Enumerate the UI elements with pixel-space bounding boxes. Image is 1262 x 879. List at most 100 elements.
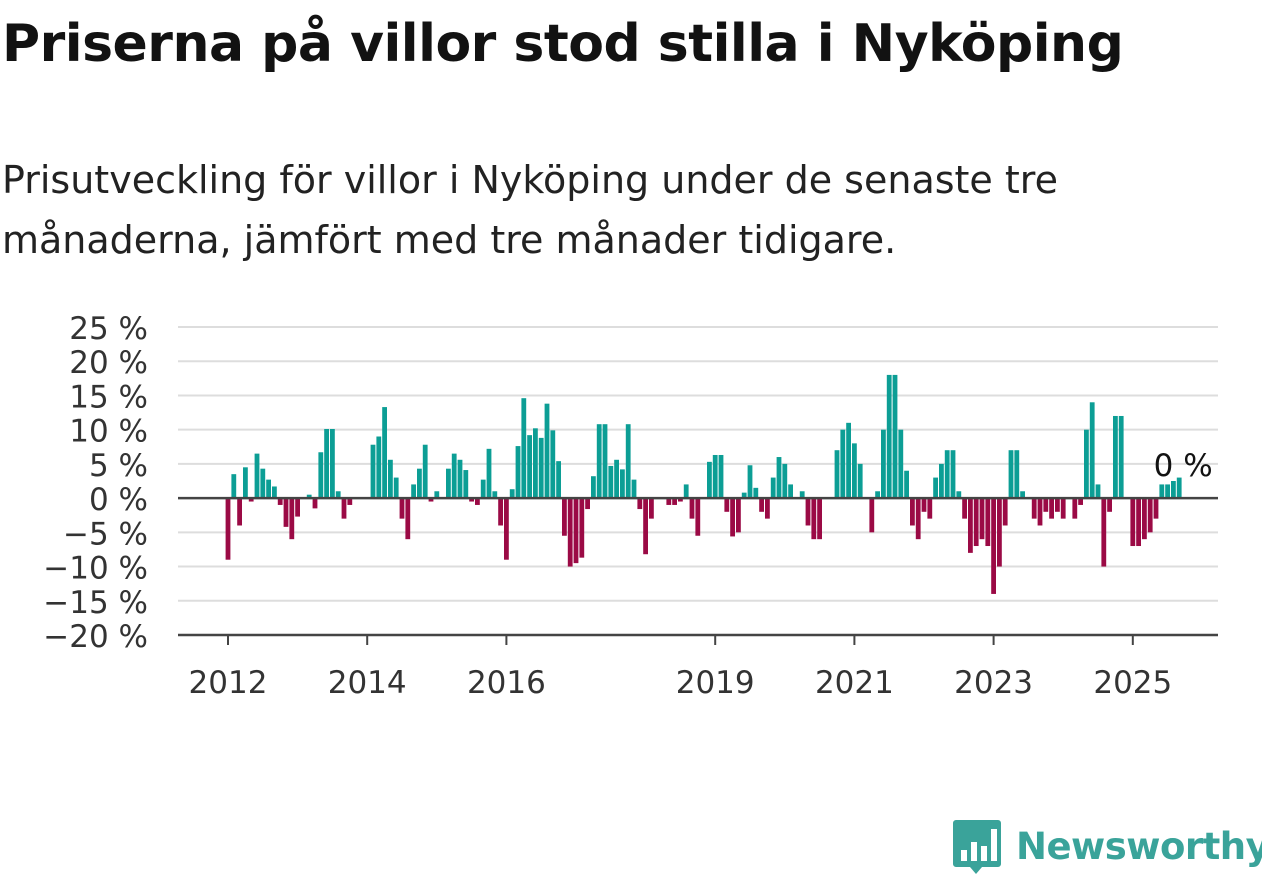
chart-bubble-icon xyxy=(953,820,1001,874)
bar xyxy=(335,491,341,499)
bar xyxy=(933,477,938,499)
bar xyxy=(1113,415,1118,499)
bar xyxy=(266,479,271,499)
bar xyxy=(567,498,573,567)
bar xyxy=(857,463,863,499)
bar xyxy=(515,446,521,499)
bar xyxy=(591,476,596,499)
x-tick-label: 2023 xyxy=(954,665,1033,701)
bar xyxy=(376,436,382,499)
bar xyxy=(770,477,776,499)
bar xyxy=(248,498,254,502)
bar xyxy=(689,498,695,519)
bar xyxy=(283,498,289,527)
bar xyxy=(388,459,393,499)
bar xyxy=(840,429,846,499)
bar xyxy=(573,498,579,564)
bar xyxy=(492,491,498,499)
bar xyxy=(382,407,387,499)
bar xyxy=(306,494,312,499)
bar xyxy=(277,498,283,505)
bar xyxy=(324,428,329,499)
y-tick-label: −20 % xyxy=(43,619,148,655)
bar-chart: 25 %20 %15 %10 %5 %0 %−5 %−10 %−15 %−20 … xyxy=(43,311,1218,701)
bar xyxy=(260,468,266,499)
bar xyxy=(446,468,451,499)
bar xyxy=(509,489,515,499)
bar xyxy=(330,428,335,499)
bar xyxy=(782,463,788,499)
bar xyxy=(1078,498,1083,505)
x-tick-label: 2014 xyxy=(328,665,407,701)
bar xyxy=(1165,484,1170,499)
bar xyxy=(550,430,556,499)
bar xyxy=(243,467,248,499)
bar xyxy=(272,486,277,499)
bar xyxy=(341,498,347,519)
bar xyxy=(915,498,921,540)
bar xyxy=(765,498,770,519)
bar xyxy=(544,403,550,499)
bar xyxy=(1130,498,1136,547)
bar xyxy=(1142,498,1147,540)
bar xyxy=(718,454,724,499)
bar xyxy=(950,450,956,499)
bar xyxy=(1107,498,1112,512)
bar xyxy=(944,450,950,499)
bar xyxy=(892,374,898,499)
x-tick-label: 2016 xyxy=(467,665,546,701)
bar xyxy=(498,498,503,526)
bar xyxy=(753,487,759,499)
bar xyxy=(973,498,979,547)
bar xyxy=(997,498,1002,567)
bar xyxy=(956,491,962,499)
bar xyxy=(817,498,822,540)
y-tick-label: 15 % xyxy=(69,379,148,415)
bar xyxy=(596,424,602,499)
bar xyxy=(927,498,933,519)
bar xyxy=(480,479,486,499)
newsworthy-logo: Newsworthy xyxy=(952,818,1262,874)
bar xyxy=(585,498,590,510)
bar xyxy=(707,461,712,499)
y-tick-label: −5 % xyxy=(63,516,148,552)
bar xyxy=(736,498,741,533)
y-tick-label: −10 % xyxy=(43,551,148,587)
bar xyxy=(637,498,643,510)
bar xyxy=(799,491,805,499)
bar xyxy=(649,498,654,519)
bar xyxy=(556,461,561,499)
bar xyxy=(991,498,996,594)
bar xyxy=(527,435,532,499)
last-value-label: 0 % xyxy=(1154,448,1213,484)
bar xyxy=(811,498,817,540)
bar xyxy=(695,498,701,536)
bar xyxy=(968,498,973,553)
y-tick-label: 5 % xyxy=(89,448,148,484)
bar xyxy=(1147,498,1153,533)
chart-subtitle: Prisutveckling för villor i Nyköping und… xyxy=(2,158,1058,262)
bar xyxy=(1055,498,1060,512)
chart-title: Priserna på villor stod stilla i Nyköpin… xyxy=(2,14,1124,74)
bar xyxy=(666,498,672,505)
x-tick-label: 2025 xyxy=(1093,665,1172,701)
bar xyxy=(759,498,764,512)
bar xyxy=(347,498,353,505)
bar xyxy=(985,498,991,547)
bar xyxy=(1171,481,1176,499)
bar xyxy=(370,444,376,499)
x-tick-label: 2012 xyxy=(189,665,268,701)
bar xyxy=(237,498,242,526)
bar xyxy=(904,470,909,499)
bar xyxy=(1136,498,1141,547)
bar xyxy=(1031,498,1037,519)
bar xyxy=(852,443,857,499)
y-tick-label: 10 % xyxy=(69,414,148,450)
bar xyxy=(289,498,295,540)
bar xyxy=(1072,498,1078,519)
bar xyxy=(962,498,967,519)
bar xyxy=(1084,429,1089,499)
bar xyxy=(533,428,538,499)
bar xyxy=(1118,415,1124,499)
bar xyxy=(643,498,648,555)
